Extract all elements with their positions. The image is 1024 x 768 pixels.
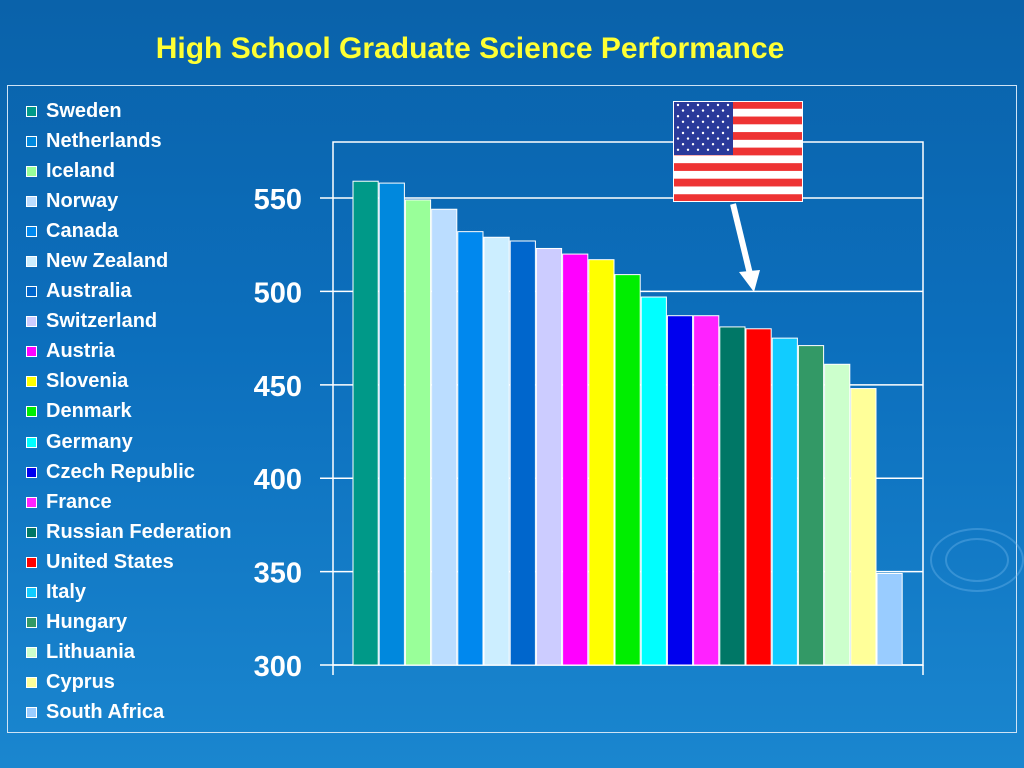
bar-new-zealand	[483, 236, 510, 666]
legend-swatch	[26, 256, 37, 268]
legend-swatch	[26, 135, 37, 147]
bar-canada	[457, 231, 484, 666]
legend-label: Hungary	[46, 611, 128, 634]
bar-russian-federation	[719, 326, 746, 666]
legend-item: Norway	[26, 186, 232, 216]
legend-swatch	[26, 647, 37, 659]
legend-swatch	[26, 286, 37, 298]
legend-item: Sweden	[26, 96, 232, 126]
legend-swatch	[26, 556, 37, 568]
legend-swatch	[26, 316, 37, 328]
legend-item: South Africa	[26, 698, 232, 728]
legend-swatch	[26, 165, 37, 177]
y-tick-label: 550	[254, 184, 302, 216]
legend-label: Denmark	[46, 400, 132, 423]
legend-item: Switzerland	[26, 307, 232, 337]
bar-united-states	[745, 328, 772, 666]
legend-swatch	[26, 225, 37, 237]
bar-sweden	[352, 180, 379, 666]
legend-label: Cyprus	[46, 671, 115, 694]
y-tick-label: 350	[254, 558, 302, 590]
legend-label: France	[46, 490, 112, 513]
legend-item: Czech Republic	[26, 457, 232, 487]
legend-label: Italy	[46, 581, 87, 604]
legend-swatch	[26, 587, 37, 599]
bar-germany	[640, 296, 667, 666]
legend-item: Italy	[26, 578, 232, 608]
legend-label: Norway	[46, 189, 119, 212]
legend-item: New Zealand	[26, 246, 232, 276]
legend-swatch	[26, 496, 37, 508]
legend-item: Cyprus	[26, 668, 232, 698]
bar-netherlands	[378, 182, 405, 666]
legend-label: Russian Federation	[46, 520, 232, 543]
legend-swatch	[26, 707, 37, 719]
y-tick-label: 450	[254, 371, 302, 403]
legend-swatch	[26, 406, 37, 418]
bar-lithuania	[824, 363, 851, 666]
legend-item: France	[26, 487, 232, 517]
us-flag-icon	[673, 101, 803, 202]
legend-swatch	[26, 105, 37, 117]
bar-slovenia	[588, 259, 615, 666]
bar-czech-republic	[666, 315, 694, 666]
legend-label: United States	[46, 550, 174, 573]
y-tick-label: 500	[254, 277, 302, 309]
legend-label: New Zealand	[46, 250, 169, 273]
legend-label: Netherlands	[46, 129, 162, 152]
legend-swatch	[26, 677, 37, 689]
legend-label: Sweden	[46, 99, 122, 122]
legend-swatch	[26, 526, 37, 538]
bar-switzerland	[535, 247, 563, 666]
legend-label: Slovenia	[46, 370, 129, 393]
legend-label: Canada	[46, 219, 119, 242]
legend-label: Australia	[46, 280, 132, 303]
bar-iceland	[404, 199, 432, 666]
legend-label: Germany	[46, 430, 133, 453]
legend-item: Iceland	[26, 156, 232, 186]
legend-item: Australia	[26, 277, 232, 307]
legend-item: Netherlands	[26, 126, 232, 156]
legend-swatch	[26, 436, 37, 448]
y-tick-label: 300	[254, 651, 302, 683]
legend-swatch	[26, 376, 37, 388]
legend-label: Iceland	[46, 159, 115, 182]
legend-item: Denmark	[26, 397, 232, 427]
y-tick-label: 400	[254, 464, 302, 496]
bar-denmark	[614, 274, 641, 666]
bar-norway	[431, 208, 458, 666]
legend-item: Lithuania	[26, 638, 232, 668]
water-ripple	[930, 528, 1024, 592]
bar-south-africa	[876, 572, 903, 666]
legend-label: South Africa	[46, 701, 165, 724]
legend-swatch	[26, 346, 37, 358]
legend-item: Russian Federation	[26, 517, 232, 547]
legend-label: Switzerland	[46, 310, 158, 333]
legend-swatch	[26, 195, 37, 207]
legend-item: Austria	[26, 337, 232, 367]
legend-label: Austria	[46, 340, 115, 363]
legend-item: Germany	[26, 427, 232, 457]
legend-item: Canada	[26, 216, 232, 246]
chart-panel	[7, 85, 1017, 733]
slide-title: High School Graduate Science Performance	[155, 32, 785, 65]
bar-australia	[509, 240, 536, 666]
legend-label: Czech Republic	[46, 460, 195, 483]
legend-item: Slovenia	[26, 367, 232, 397]
chart-legend: Sweden Netherlands Iceland Norway Canada New …	[26, 96, 232, 728]
bar-hungary	[797, 345, 825, 666]
legend-item: United States	[26, 547, 232, 577]
bar-cyprus	[850, 388, 877, 666]
bar-italy	[771, 337, 798, 666]
legend-swatch	[26, 617, 37, 629]
legend-swatch	[26, 466, 37, 478]
legend-item: Hungary	[26, 608, 232, 638]
legend-label: Lithuania	[46, 641, 135, 664]
bar-france	[693, 315, 720, 666]
bar-austria	[562, 253, 589, 666]
